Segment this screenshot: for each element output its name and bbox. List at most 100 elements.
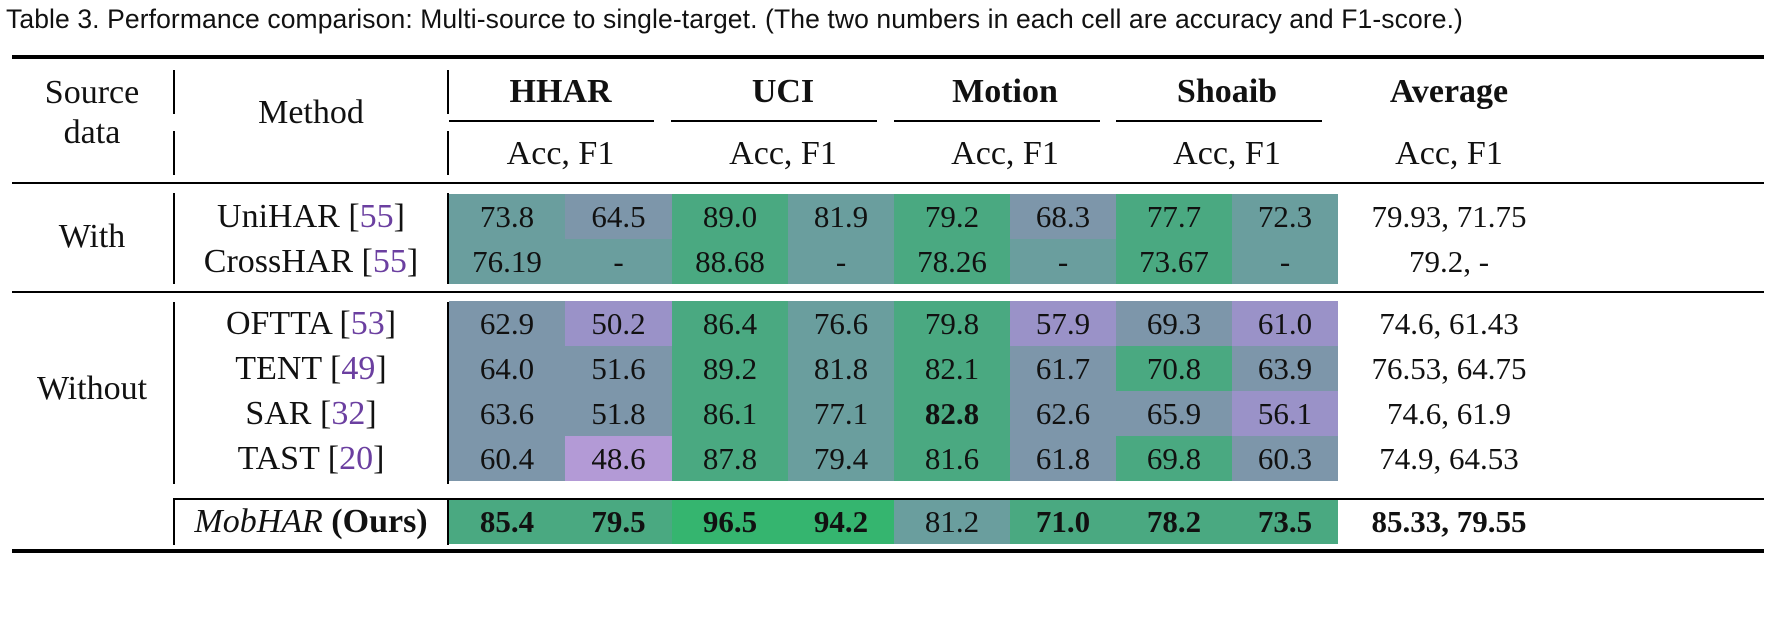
uci-underline (671, 120, 877, 122)
method-name: OFTTA [ (225, 305, 351, 342)
citation-bracket: ] (375, 350, 387, 387)
table-cell: 76.19 (449, 239, 565, 284)
header-dataset-hhar: HHAR (509, 73, 612, 110)
table-cell: 79.4 (788, 436, 894, 481)
table-cell: 69.8 (1116, 436, 1232, 481)
table-cell: - (565, 239, 672, 284)
table-cell: 63.9 (1232, 346, 1338, 391)
average-cell: 79.93, 71.75 (1371, 198, 1527, 234)
table-cell: 61.8 (1010, 436, 1116, 481)
method-name: UniHAR [ (217, 198, 360, 235)
table-cell: 61.7 (1010, 346, 1116, 391)
table-cell: 81.8 (788, 346, 894, 391)
ours-cell: 94.2 (788, 500, 894, 544)
shoaib-underline (1116, 120, 1322, 122)
table-cell: 76.6 (788, 301, 894, 346)
method-name: SAR [ (245, 395, 332, 432)
method-name: TENT [ (235, 350, 342, 387)
ours-cell: 85.4 (449, 500, 565, 544)
citation-link[interactable]: 53 (350, 305, 385, 342)
method-name: TAST [ (237, 440, 340, 477)
header-dataset-motion: Motion (952, 73, 1058, 110)
header-metric-uci: Acc, F1 (729, 135, 837, 172)
method-name: CrossHAR [ (203, 243, 373, 280)
header-metric-motion: Acc, F1 (951, 135, 1059, 172)
table-cell: 79.8 (894, 301, 1010, 346)
bottom-rule (12, 549, 1764, 553)
header-average: Average (1389, 73, 1509, 110)
table-cell: 56.1 (1232, 391, 1338, 436)
table-cell: - (1010, 239, 1116, 284)
vline-source-with (173, 193, 175, 284)
citation-link[interactable]: 55 (372, 243, 407, 280)
table-cell: 60.4 (449, 436, 565, 481)
table-cell: 51.6 (565, 346, 672, 391)
method-label: TAST [20] (175, 442, 447, 476)
citation-link[interactable]: 49 (341, 350, 376, 387)
table-cell: 70.8 (1116, 346, 1232, 391)
group-label-without: Without (36, 370, 148, 407)
citation-bracket: ] (373, 440, 385, 477)
method-label: TENT [49] (175, 352, 447, 386)
vline-method-with (447, 193, 449, 284)
citation-bracket: ] (393, 198, 405, 235)
table-cell: 77.1 (788, 391, 894, 436)
header-method: Method (258, 94, 364, 131)
motion-underline (894, 120, 1100, 122)
table-cell: 63.6 (449, 391, 565, 436)
table-cell: - (788, 239, 894, 284)
header-rule (12, 182, 1764, 184)
table-cell: 89.0 (672, 194, 788, 239)
table-cell: 78.26 (894, 239, 1010, 284)
vline-method-header (447, 70, 449, 114)
vline-source-header (173, 70, 175, 114)
table-cell: 88.68 (672, 239, 788, 284)
citation-link[interactable]: 32 (331, 395, 366, 432)
table-cell: 62.6 (1010, 391, 1116, 436)
table-cell: 61.0 (1232, 301, 1338, 346)
table-cell: 73.67 (1116, 239, 1232, 284)
table-cell: 50.2 (565, 301, 672, 346)
table-cell: 64.5 (565, 194, 672, 239)
average-cell: 76.53, 64.75 (1371, 350, 1527, 386)
table-cell: 82.1 (894, 346, 1010, 391)
header-dataset-shoaib: Shoaib (1176, 73, 1278, 110)
table-cell: 60.3 (1232, 436, 1338, 481)
table-cell: 81.9 (788, 194, 894, 239)
citation-bracket: ] (384, 305, 397, 342)
citation-link[interactable]: 55 (359, 198, 394, 235)
hhar-underline (449, 120, 654, 122)
table-cell: - (1232, 239, 1338, 284)
vline-method-header-2 (447, 131, 449, 175)
header-dataset-uci: UCI (751, 73, 815, 110)
vline-source-without (173, 302, 175, 484)
table-cell: 68.3 (1010, 194, 1116, 239)
table-cell: 89.2 (672, 346, 788, 391)
ours-cell: 71.0 (1010, 500, 1116, 544)
table-cell: 51.8 (565, 391, 672, 436)
table-cell: 48.6 (565, 436, 672, 481)
ours-rule (173, 498, 1764, 500)
top-rule (12, 55, 1764, 59)
table-cell: 65.9 (1116, 391, 1232, 436)
table-cell: 69.3 (1116, 301, 1232, 346)
table-cell: 64.0 (449, 346, 565, 391)
table-caption: Table 3. Performance comparison: Multi-s… (6, 4, 1463, 34)
ours-cell: 81.2 (894, 500, 1010, 544)
method-label: SAR [32] (175, 397, 447, 431)
vline-source-ours (173, 500, 175, 545)
table-cell: 57.9 (1010, 301, 1116, 346)
table-cell: 72.3 (1232, 194, 1338, 239)
vline-source-header-2 (173, 131, 175, 175)
average-cell: 79.2, - (1408, 243, 1490, 279)
group-label-with: With (58, 218, 126, 255)
citation-bracket: ] (365, 395, 377, 432)
citation-link[interactable]: 20 (339, 440, 374, 477)
average-cell: 74.9, 64.53 (1379, 440, 1519, 476)
average-cell: 74.6, 61.9 (1387, 395, 1511, 431)
ours-cell: 96.5 (672, 500, 788, 544)
ours-tag: (Ours) (331, 503, 428, 540)
table-cell: 86.1 (672, 391, 788, 436)
header-source-line2: data (63, 114, 121, 151)
table-cell: 62.9 (449, 301, 565, 346)
